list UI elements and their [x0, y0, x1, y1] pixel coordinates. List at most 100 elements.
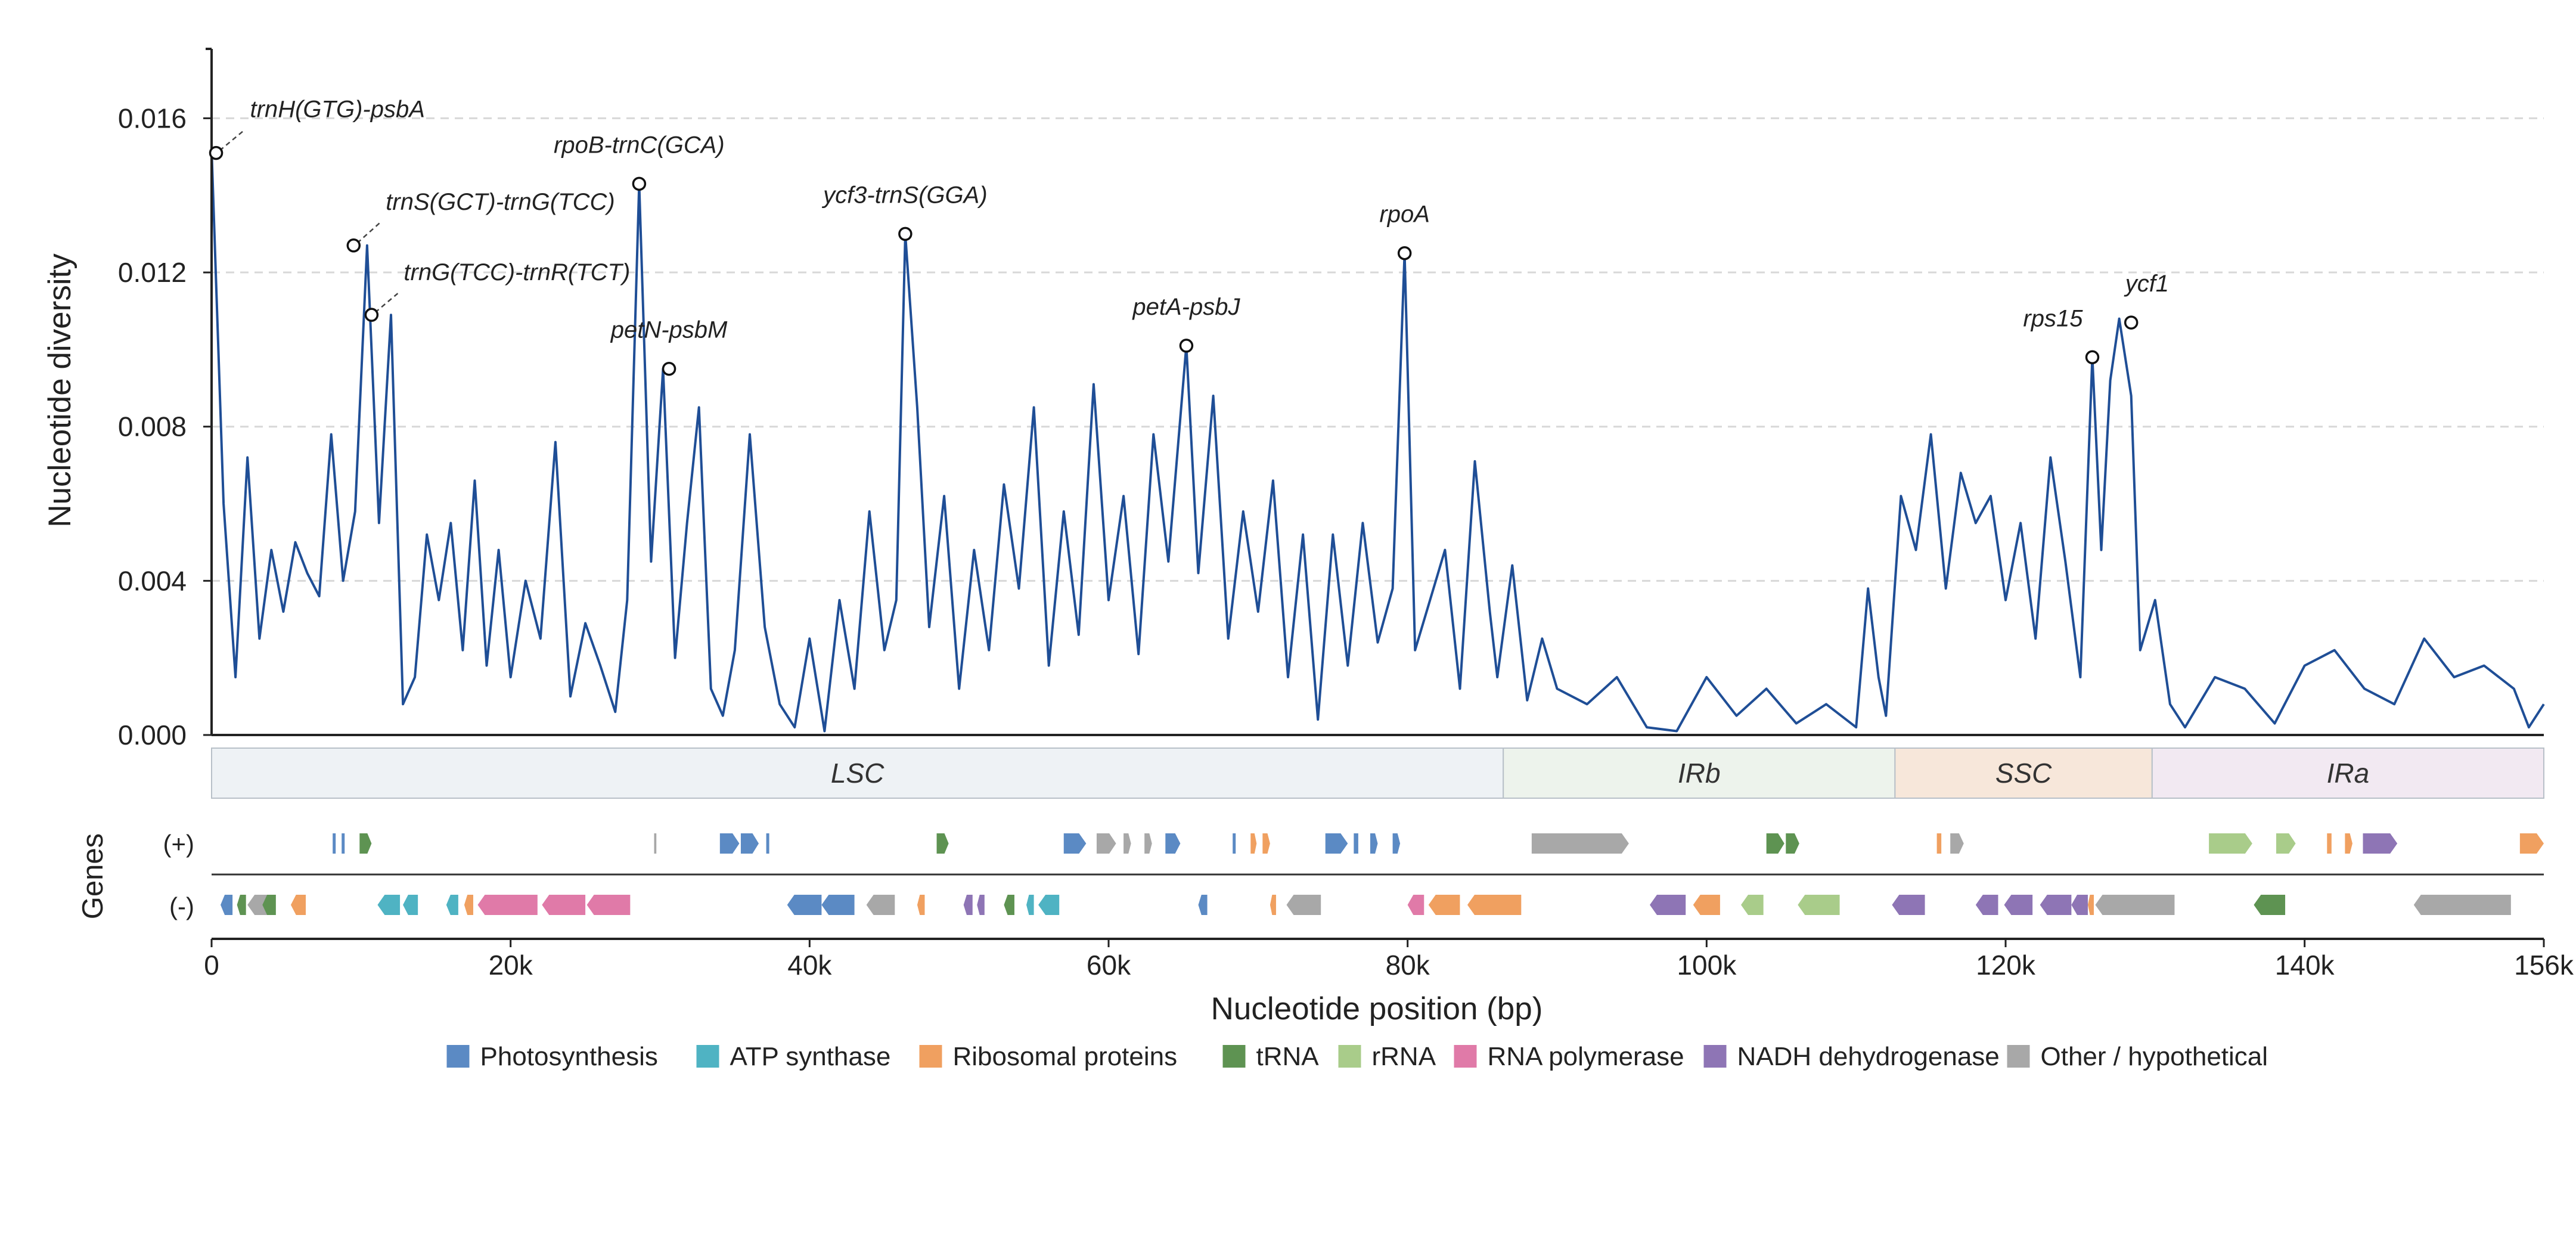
gene-other-hypothetical — [2413, 895, 2511, 915]
gene-nadh-dehydrogenase — [2363, 833, 2398, 854]
x-tick-label: 20k — [489, 950, 533, 981]
gene-ribosomal-proteins — [1467, 895, 1522, 915]
x-tick-label: 80k — [1386, 950, 1430, 981]
legend-swatch-trna — [1222, 1045, 1246, 1068]
gene-atp-synthase — [403, 895, 418, 915]
region-track: LSC IRb SSC IRa — [211, 748, 2544, 799]
gene-nadh-dehydrogenase — [963, 895, 973, 915]
annotation-label-peta-psbj: petA-psbJ — [1132, 294, 1240, 320]
gene-other-hypothetical — [654, 833, 657, 854]
y-axis-label: Nucleotide diversity — [42, 253, 77, 528]
legend-label-other-hypothetical: Other / hypothetical — [2041, 1042, 2268, 1071]
region-ssc — [1894, 748, 2153, 799]
gene-nadh-dehydrogenase — [1892, 895, 1925, 915]
gene-rrna — [1741, 895, 1764, 915]
gene-trna — [2254, 895, 2286, 915]
gene-ribosomal-proteins — [2345, 833, 2352, 854]
x-tick-label: 156k — [2514, 950, 2574, 981]
peak-marker-ycf1 — [2124, 315, 2139, 330]
annotation-label-ycf1: ycf1 — [2124, 271, 2169, 297]
annotation-label-rps15: rps15 — [2023, 305, 2083, 331]
peak-marker-trng-tcc-trnr-tct — [364, 308, 379, 322]
legend-label-nadh-dehydrogenase: NADH dehydrogenase — [1737, 1042, 2000, 1071]
gene-other-hypothetical — [2095, 895, 2175, 915]
gene-trna — [359, 833, 372, 854]
gene-ribosomal-proteins — [1936, 833, 1942, 854]
diversity-line — [210, 149, 2545, 733]
gene-rna-polymerase — [1407, 895, 1424, 915]
legend-label-rrna: rRNA — [1372, 1042, 1436, 1071]
strand-plus-label: (+) — [163, 830, 195, 858]
gene-photosynthesis — [342, 833, 345, 854]
annotation-label-trnh-gtg-psba: trnH(GTG)-psbA — [250, 97, 425, 123]
gene-photosynthesis — [719, 833, 740, 854]
legend-swatch-atp-synthase — [696, 1045, 719, 1068]
gene-trna — [262, 895, 276, 915]
gene-ribosomal-proteins — [2087, 895, 2094, 915]
gene-ribosomal-proteins — [917, 895, 925, 915]
gene-rrna — [2209, 833, 2252, 854]
legend-swatch-rna-polymerase — [1454, 1045, 1477, 1068]
peak-marker-ycf3-trns-gga — [898, 227, 913, 241]
region-lsc — [211, 748, 1504, 799]
legend-swatch-rrna — [1338, 1045, 1361, 1068]
gene-ribosomal-proteins — [1693, 895, 1720, 915]
gene-nadh-dehydrogenase — [2004, 895, 2033, 915]
legend-label-atp-synthase: ATP synthase — [730, 1042, 891, 1071]
x-tick-label: 0 — [204, 950, 219, 981]
annotation-label-rpoa: rpoA — [1379, 201, 1430, 228]
legend-swatch-nadh-dehydrogenase — [1703, 1045, 1727, 1068]
gene-atp-synthase — [1038, 895, 1060, 915]
gene-photosynthesis — [333, 833, 336, 854]
gene-photosynthesis — [1165, 833, 1181, 854]
region-irb — [1503, 748, 1896, 799]
x-tick-label: 60k — [1087, 950, 1131, 981]
gene-ribosomal-proteins — [464, 895, 473, 915]
gene-rrna — [1798, 895, 1840, 915]
gene-photosynthesis — [1198, 895, 1208, 915]
gene-ribosomal-proteins — [2519, 833, 2544, 854]
gene-ribosomal-proteins — [1428, 895, 1460, 915]
gene-photosynthesis — [1370, 833, 1378, 854]
gene-rna-polymerase — [542, 895, 586, 915]
peak-marker-rpob-trnc-gca — [632, 176, 647, 191]
gene-photosynthesis — [821, 895, 855, 915]
region-label-ira: IRa — [2327, 758, 2370, 789]
peak-marker-rpoa — [1397, 246, 1412, 260]
gene-other-hypothetical — [1950, 833, 1964, 854]
gene-photosynthesis — [1392, 833, 1401, 854]
gene-ribosomal-proteins — [1270, 895, 1276, 915]
gene-trna — [936, 833, 949, 854]
gene-atp-synthase — [1026, 895, 1034, 915]
legend: Photosynthesis ATP synthase Ribosomal prot… — [446, 1042, 2268, 1071]
gene-other-hypothetical — [1096, 833, 1116, 854]
gene-nadh-dehydrogenase — [2040, 895, 2072, 915]
annotation-label-trng-tcc-trnr-tct: trnG(TCC)-trnR(TCT) — [404, 259, 630, 286]
x-axis-label: Nucleotide position (bp) — [1211, 991, 1543, 1026]
y-gridlines — [212, 117, 2544, 582]
y-tick-label: 0.004 — [118, 565, 187, 596]
region-label-irb: IRb — [1678, 758, 1721, 789]
gene-ribosomal-proteins — [2327, 833, 2332, 854]
gene-photosynthesis — [787, 895, 822, 915]
gene-other-hypothetical — [1286, 895, 1321, 915]
gene-trna — [237, 895, 246, 915]
diversity-series — [210, 149, 2545, 733]
x-tick-label: 100k — [1677, 950, 1737, 981]
region-label-lsc: LSC — [831, 758, 884, 789]
gene-photosynthesis — [1233, 833, 1236, 854]
strand-minus-label: (-) — [169, 892, 194, 920]
annotation-leader — [356, 222, 381, 244]
genes-label: Genes — [77, 833, 109, 919]
x-tick-label: 40k — [787, 950, 832, 981]
y-axis-ticks: 0.000 0.004 0.008 0.012 0.016 — [118, 103, 212, 750]
gene-other-hypothetical — [866, 895, 895, 915]
gene-trna — [1004, 895, 1014, 915]
legend-label-trna: tRNA — [1256, 1042, 1320, 1071]
legend-swatch-other-hypothetical — [2007, 1045, 2030, 1068]
y-tick-label: 0.012 — [118, 257, 187, 288]
peak-marker-trns-gct-trng-tcc — [346, 238, 361, 253]
legend-label-rna-polymerase: RNA polymerase — [1488, 1042, 1684, 1071]
gene-ribosomal-proteins — [290, 895, 306, 915]
